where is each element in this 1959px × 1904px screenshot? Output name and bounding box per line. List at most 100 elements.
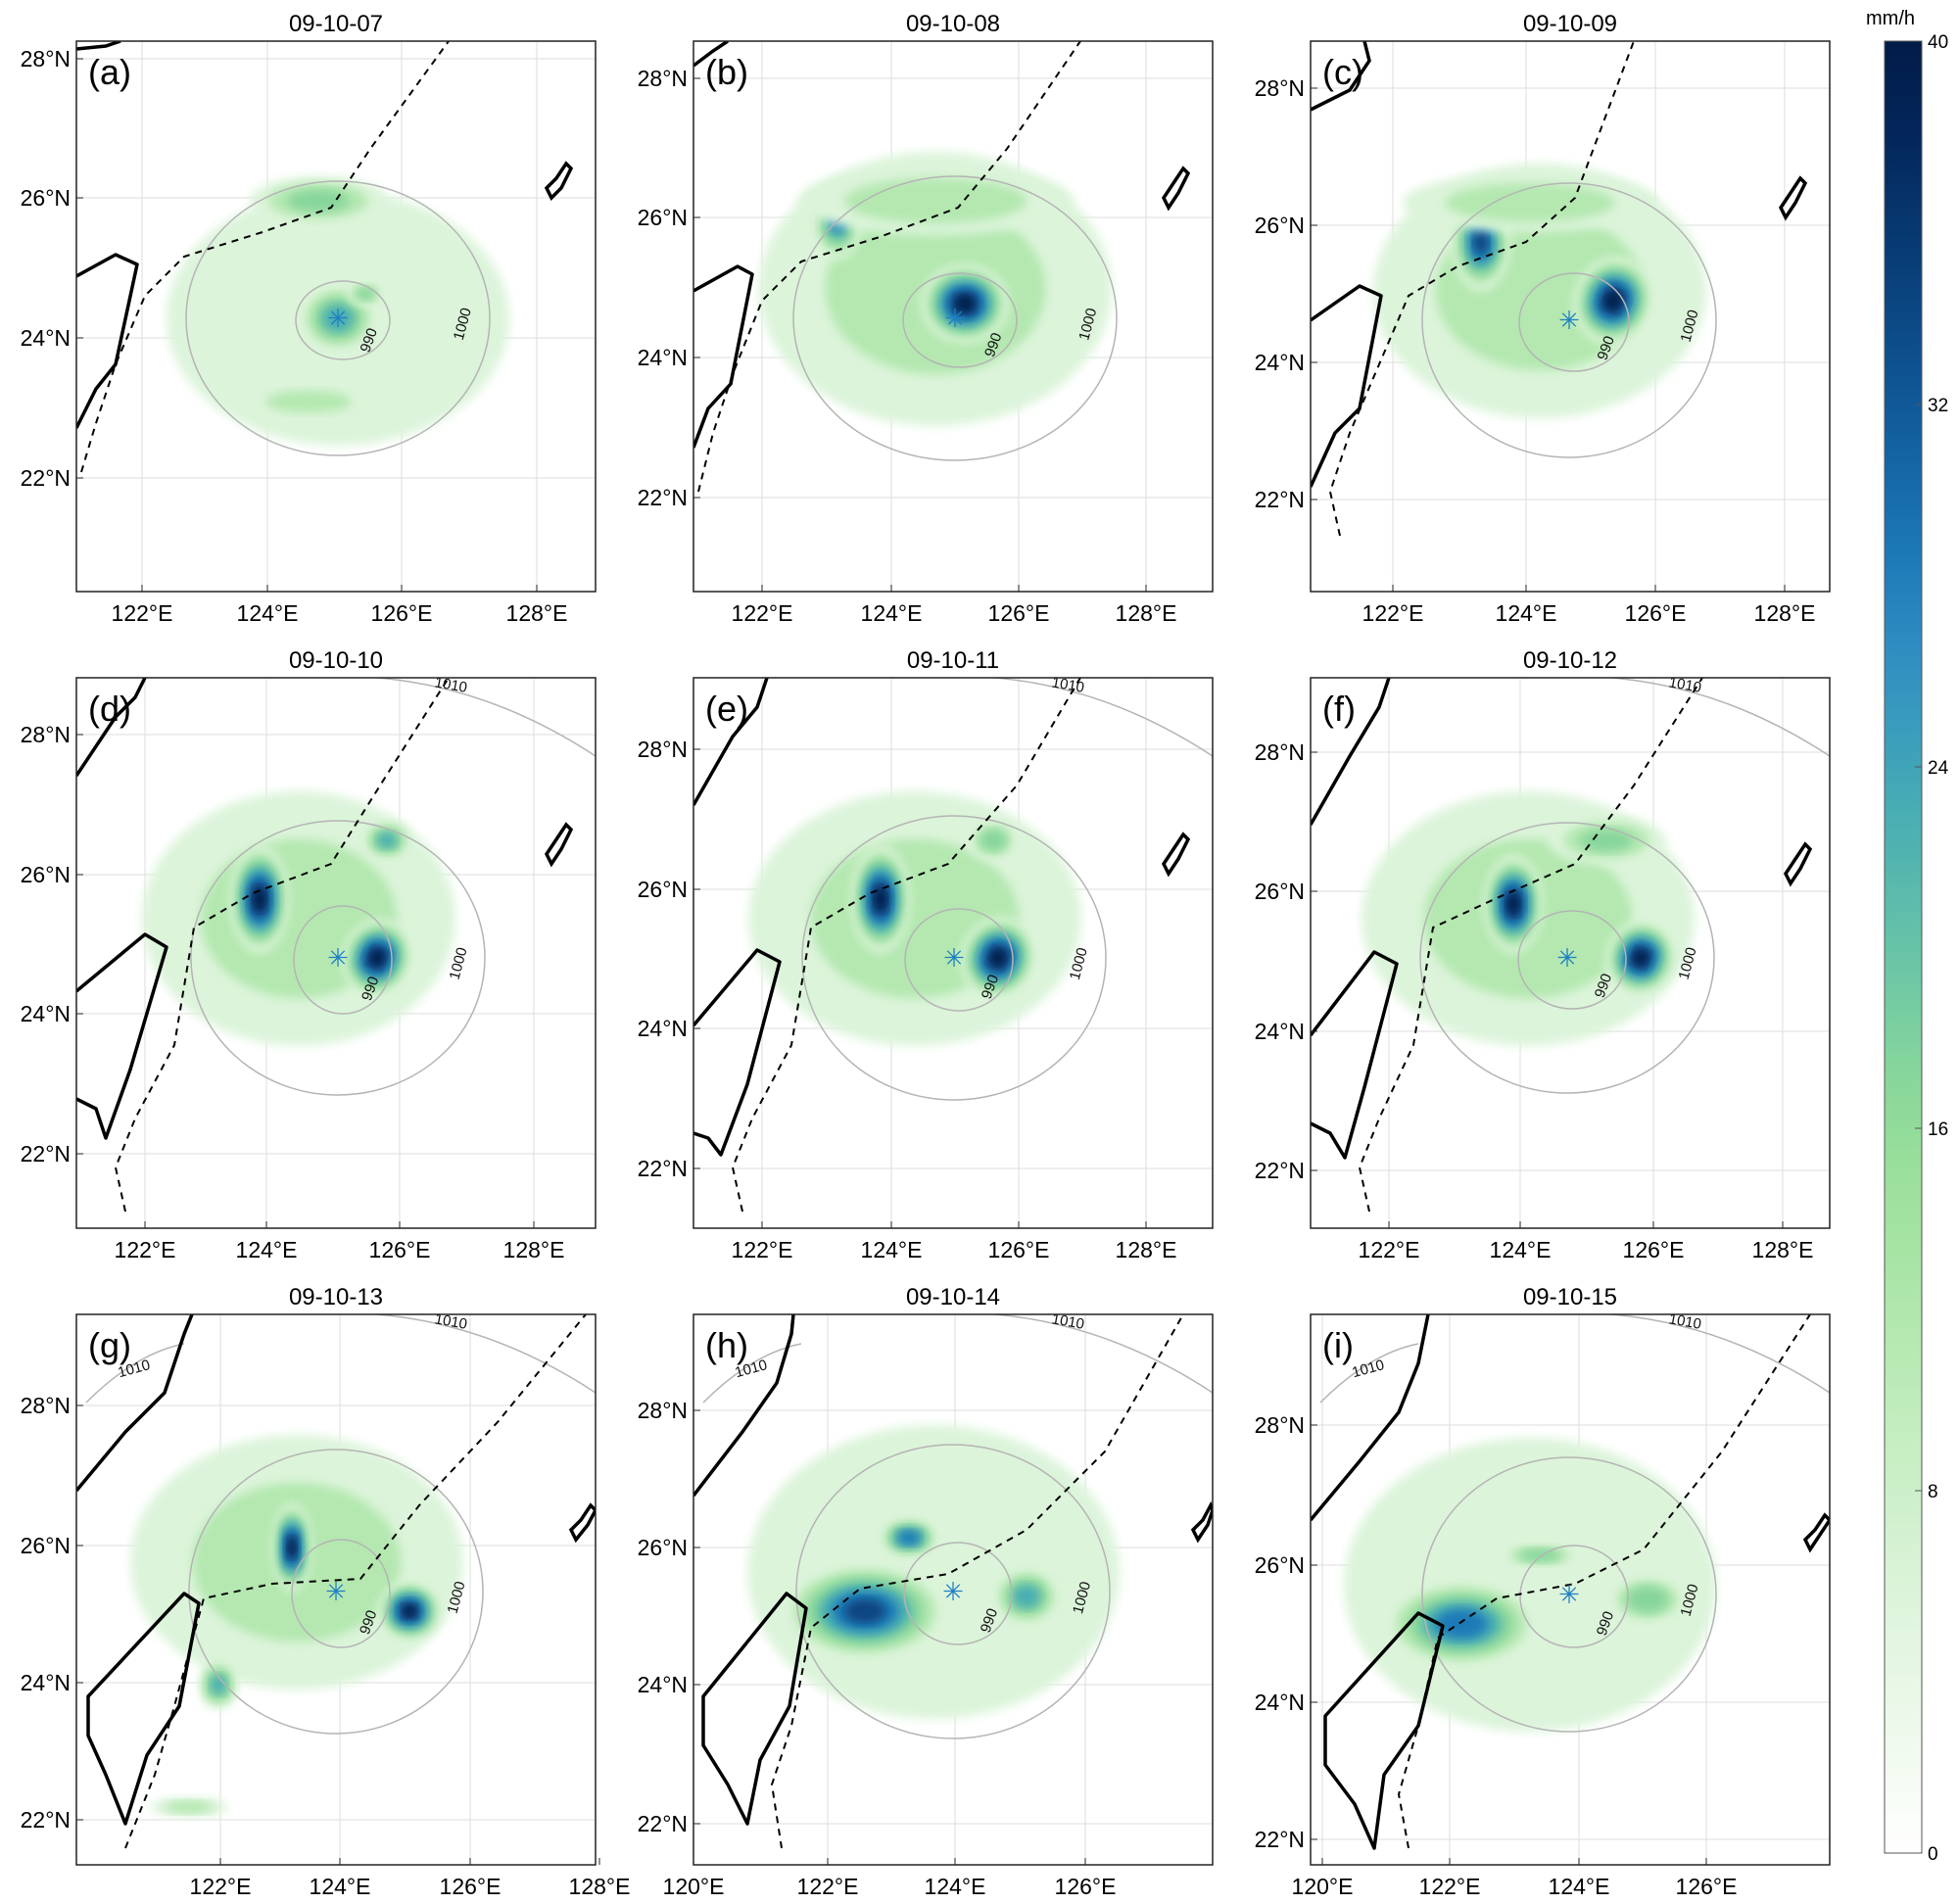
colorbar-tick-label: 16 bbox=[1928, 1119, 1948, 1140]
coastline-taiwan bbox=[693, 264, 754, 449]
panel-label: (b) bbox=[705, 52, 748, 92]
storm-center-marker: ✳ bbox=[942, 1577, 964, 1606]
storm-center-marker: ✳ bbox=[327, 943, 349, 973]
isobar-1000 bbox=[1419, 822, 1715, 1094]
precip-cell bbox=[287, 189, 350, 213]
lon-tick-label: 126°E bbox=[369, 1237, 431, 1262]
lat-tick-label: 24°N bbox=[21, 1670, 71, 1695]
isobar-1000 bbox=[190, 820, 486, 1096]
precip-cell bbox=[843, 177, 1027, 224]
isobar-990 bbox=[902, 272, 1018, 368]
lat-tick-label: 26°N bbox=[638, 205, 688, 230]
lat-tick-label: 22°N bbox=[638, 1156, 688, 1181]
lat-tick-label: 22°N bbox=[638, 1811, 688, 1836]
map-frame bbox=[693, 40, 1214, 593]
coastline-mainland bbox=[693, 41, 729, 68]
map-frame bbox=[693, 677, 1214, 1229]
colorbar: mm/h 40 32 24 16 8 0 bbox=[1866, 8, 1949, 1865]
precip-cell bbox=[322, 305, 354, 332]
isobar-1010-west bbox=[85, 1343, 185, 1404]
precip-cell bbox=[1445, 183, 1615, 222]
isobar-1010-west bbox=[1319, 1343, 1419, 1404]
isobar-990 bbox=[904, 908, 1014, 1012]
track-dashed-line bbox=[80, 41, 450, 473]
storm-center-marker: ✳ bbox=[1558, 306, 1580, 335]
lon-tick-label: 122°E bbox=[797, 1874, 859, 1899]
colorbar-ticks: 40 32 24 16 8 0 bbox=[1915, 32, 1949, 1865]
coastline-taiwan bbox=[86, 1592, 201, 1826]
lat-tick-label: 26°N bbox=[638, 1535, 688, 1560]
isobar-990 bbox=[293, 905, 393, 1015]
lon-tick-label: 128°E bbox=[1754, 600, 1816, 626]
lat-tick-label: 28°N bbox=[1255, 739, 1305, 765]
lon-tick-label: 126°E bbox=[371, 600, 433, 626]
storm-center-marker: ✳ bbox=[325, 1577, 347, 1606]
coastline-taiwan bbox=[76, 253, 139, 429]
lat-tick-label: 28°N bbox=[1255, 1412, 1305, 1438]
colorbar-unit: mm/h bbox=[1866, 8, 1915, 29]
precip-cell bbox=[253, 887, 266, 911]
lat-tick-label: 28°N bbox=[21, 722, 71, 747]
map-frame bbox=[75, 1313, 597, 1866]
precip-cell bbox=[980, 830, 1007, 851]
lon-tick-label: 124°E bbox=[1496, 600, 1557, 626]
panel-title: 09-10-10 bbox=[289, 647, 383, 674]
lon-tick-label: 128°E bbox=[569, 1874, 631, 1899]
isobar-label: 1010 bbox=[1050, 1310, 1085, 1333]
lon-tick-label: 128°E bbox=[503, 1237, 565, 1262]
lon-tick-label: 128°E bbox=[506, 600, 568, 626]
panel-label: (a) bbox=[88, 52, 131, 92]
precip-cell bbox=[1435, 1609, 1488, 1639]
panel-title: 09-10-11 bbox=[907, 647, 999, 674]
lat-tick-label: 22°N bbox=[21, 1807, 71, 1833]
storm-center-marker: ✳ bbox=[943, 943, 965, 973]
track-dashed-line bbox=[697, 41, 1081, 493]
coastline-island bbox=[1802, 1512, 1830, 1553]
isobar-1010 bbox=[994, 1314, 1213, 1394]
storm-center-marker: ✳ bbox=[944, 304, 966, 333]
lon-tick-label: 126°E bbox=[988, 1237, 1050, 1262]
lon-tick-label: 124°E bbox=[1549, 1874, 1610, 1899]
precip-cell bbox=[403, 1604, 416, 1618]
coastline-taiwan bbox=[76, 932, 168, 1140]
coastline-mainland bbox=[76, 41, 121, 51]
track-dashed-line bbox=[1358, 678, 1703, 1213]
coastline-mainland bbox=[693, 678, 769, 806]
lon-tick-label: 124°E bbox=[1490, 1237, 1552, 1262]
panel-label: (c) bbox=[1322, 52, 1363, 92]
isobar-1010 bbox=[377, 678, 596, 757]
lat-tick-label: 22°N bbox=[21, 1141, 71, 1166]
coastline-island bbox=[1783, 841, 1813, 887]
lat-tick-label: 26°N bbox=[21, 862, 71, 887]
lat-tick-label: 22°N bbox=[1255, 487, 1305, 512]
coastline-mainland bbox=[693, 1314, 795, 1498]
storm-center-marker: ✳ bbox=[1556, 943, 1578, 973]
coastline-taiwan bbox=[701, 1592, 808, 1826]
isobar-label: 1010 bbox=[1667, 674, 1702, 696]
panel-title: 09-10-14 bbox=[906, 1284, 1000, 1310]
isobar-1010 bbox=[1611, 1314, 1830, 1394]
lon-tick-label: 126°E bbox=[1623, 1237, 1685, 1262]
lon-tick-label: 124°E bbox=[861, 600, 923, 626]
lon-tick-label: 124°E bbox=[236, 1237, 298, 1262]
lon-tick-label: 122°E bbox=[190, 1874, 252, 1899]
colorbar-scale bbox=[1884, 40, 1923, 1854]
coastline-mainland bbox=[1311, 41, 1371, 112]
lon-tick-label: 120°E bbox=[663, 1874, 725, 1899]
isobar-1000 bbox=[185, 180, 491, 456]
lat-tick-label: 24°N bbox=[1255, 350, 1305, 375]
panel-title: 09-10-07 bbox=[289, 11, 383, 37]
lon-tick-label: 122°E bbox=[1362, 600, 1424, 626]
panel-title: 09-10-12 bbox=[1523, 647, 1617, 674]
colorbar-tick-label: 0 bbox=[1928, 1844, 1938, 1865]
isobar-label: 1010 bbox=[433, 674, 468, 696]
coastline-island bbox=[1778, 175, 1808, 221]
